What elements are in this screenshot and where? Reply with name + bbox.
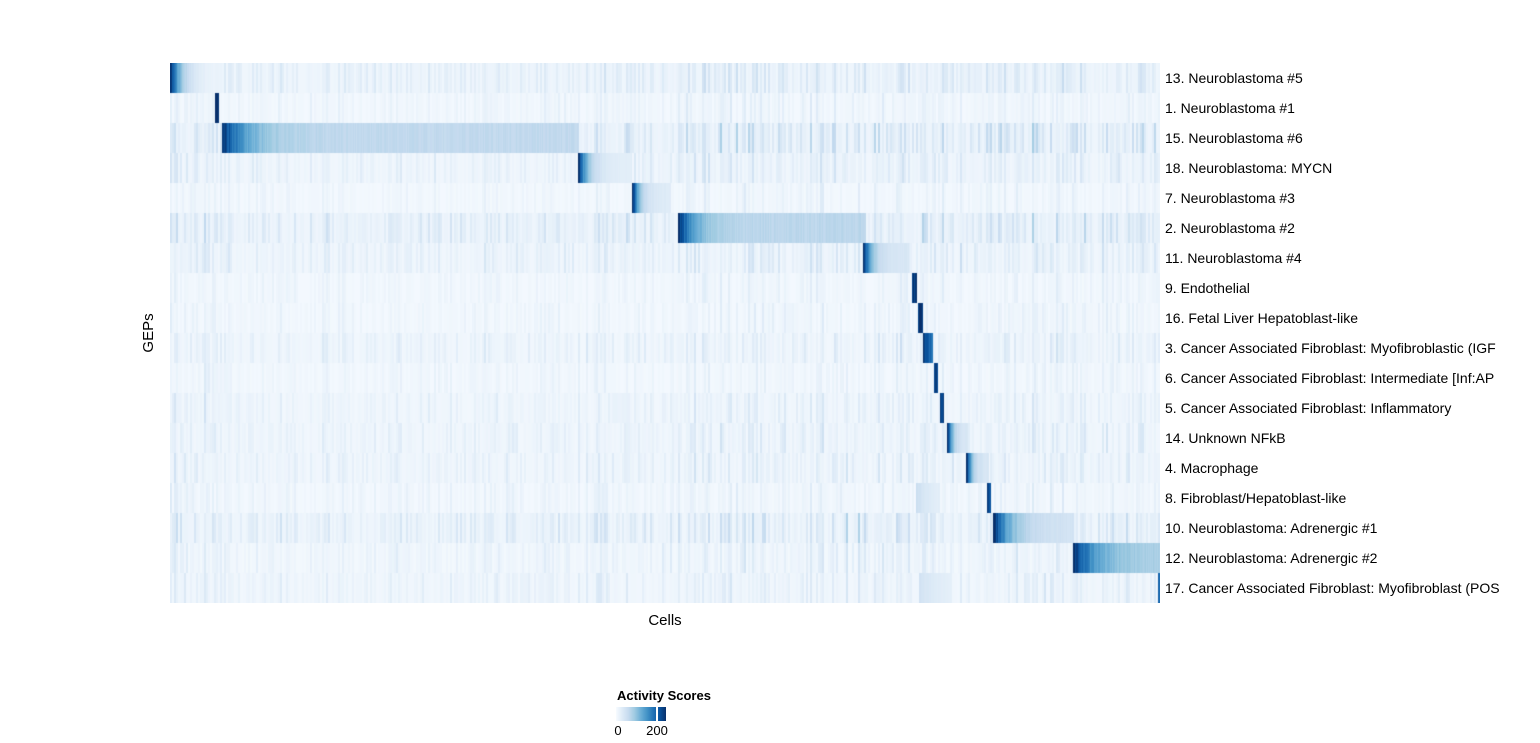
row-label-0: 13. Neuroblastoma #5 (1165, 70, 1303, 86)
row-label-6: 11. Neuroblastoma #4 (1165, 250, 1302, 266)
row-label-1: 1. Neuroblastoma #1 (1165, 100, 1295, 116)
gep-row-labels: 13. Neuroblastoma #5 1. Neuroblastoma #1 1… (1165, 63, 1540, 603)
row-label-17: 17. Cancer Associated Fibroblast: Myofib… (1165, 580, 1500, 596)
row-label-13: 4. Macrophage (1165, 460, 1259, 476)
legend-title: Activity Scores (617, 688, 711, 703)
heatmap-canvas (170, 63, 1160, 603)
row-label-8: 16. Fetal Liver Hepatoblast-like (1165, 310, 1358, 326)
y-axis-label: GEPs (140, 313, 157, 353)
legend-colorbar (616, 707, 666, 721)
row-label-5: 2. Neuroblastoma #2 (1165, 220, 1295, 236)
row-label-15: 10. Neuroblastoma: Adrenergic #1 (1165, 520, 1378, 536)
row-label-9: 3. Cancer Associated Fibroblast: Myofibr… (1165, 340, 1496, 356)
legend-min-label: 0 (614, 723, 622, 738)
row-label-4: 7. Neuroblastoma #3 (1165, 190, 1295, 206)
row-label-14: 8. Fibroblast/Hepatoblast-like (1165, 490, 1347, 506)
x-axis-label: Cells (648, 612, 682, 629)
row-label-3: 18. Neuroblastoma: MYCN (1165, 160, 1333, 176)
row-label-11: 5. Cancer Associated Fibroblast: Inflamm… (1165, 400, 1452, 416)
legend-tick-labels: 0 200 (614, 723, 676, 739)
legend-max-label: 200 (646, 723, 668, 738)
legend-tick-mark (656, 707, 658, 721)
row-label-12: 14. Unknown NFkB (1165, 430, 1286, 446)
row-label-16: 12. Neuroblastoma: Adrenergic #2 (1165, 550, 1378, 566)
row-label-2: 15. Neuroblastoma #6 (1165, 130, 1303, 146)
row-label-7: 9. Endothelial (1165, 280, 1250, 296)
activity-scores-legend: Activity Scores 0 200 (614, 688, 736, 739)
row-label-10: 6. Cancer Associated Fibroblast: Interme… (1165, 370, 1495, 386)
